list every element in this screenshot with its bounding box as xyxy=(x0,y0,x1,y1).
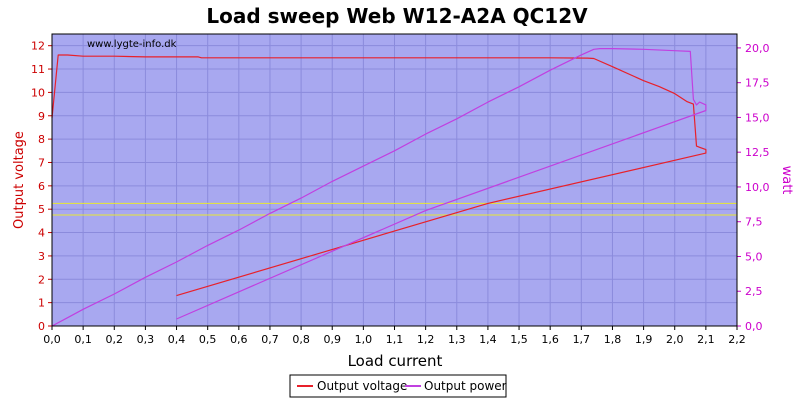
y2-tick-label-6: 15,0 xyxy=(745,111,770,124)
y-tick-label-9: 9 xyxy=(38,110,45,123)
y2-tick-label-0: 0,0 xyxy=(745,320,763,333)
x-tick-label-19: 1,9 xyxy=(635,333,653,346)
y2-axis-label: watt xyxy=(779,166,794,195)
y-tick-label-4: 4 xyxy=(38,227,45,240)
legend-label-power: Output power xyxy=(424,379,507,393)
x-tick-label-3: 0,3 xyxy=(137,333,155,346)
legend-box xyxy=(289,374,507,398)
plot-frame xyxy=(51,33,738,327)
y-tick-label-0: 0 xyxy=(38,320,45,333)
y-tick-label-6: 6 xyxy=(38,180,45,193)
series-line-0 xyxy=(51,54,707,297)
x-tick-label-18: 1,8 xyxy=(604,333,622,346)
x-tick-label-7: 0,7 xyxy=(261,333,279,346)
x-tick-label-15: 1,5 xyxy=(510,333,528,346)
y2-tick-label-8: 20,0 xyxy=(745,42,770,55)
legend: Output voltage Output power xyxy=(289,374,507,398)
x-tick-label-16: 1,6 xyxy=(541,333,559,346)
y2-axis-ticks: 0,0 2,5 5,0 7,5 10,0 12,5 15,0 17,5 20,0 xyxy=(737,42,770,333)
x-tick-label-22: 2,2 xyxy=(728,333,746,346)
x-tick-label-11: 1,1 xyxy=(386,333,404,346)
x-tick-label-9: 0,9 xyxy=(323,333,341,346)
chart-title: Load sweep Web W12-A2A QC12V xyxy=(206,4,588,28)
y-tick-label-1: 1 xyxy=(38,297,45,310)
x-tick-label-5: 0,5 xyxy=(199,333,217,346)
y-tick-label-2: 2 xyxy=(38,273,45,286)
series-line-1 xyxy=(51,47,707,327)
x-tick-label-4: 0,4 xyxy=(168,333,186,346)
x-tick-label-21: 2,1 xyxy=(697,333,715,346)
watermark: www.lygte-info.dk xyxy=(87,39,177,50)
x-axis-label: Load current xyxy=(348,352,443,370)
y2-tick-label-3: 7,5 xyxy=(745,216,763,229)
x-tick-label-10: 1,0 xyxy=(355,333,373,346)
y-tick-label-12: 12 xyxy=(31,40,45,53)
x-tick-label-20: 2,0 xyxy=(666,333,684,346)
reference-lines xyxy=(52,202,737,216)
y-tick-label-7: 7 xyxy=(38,156,45,169)
y2-tick-label-1: 2,5 xyxy=(745,285,763,298)
y-tick-label-3: 3 xyxy=(38,250,45,263)
y-tick-label-8: 8 xyxy=(38,133,45,146)
x-tick-label-0: 0,0 xyxy=(43,333,61,346)
y2-tick-label-2: 5,0 xyxy=(745,250,763,263)
x-tick-label-1: 0,1 xyxy=(74,333,92,346)
x-tick-label-8: 0,8 xyxy=(292,333,310,346)
x-tick-label-14: 1,4 xyxy=(479,333,497,346)
y2-tick-label-7: 17,5 xyxy=(745,77,770,90)
x-tick-label-17: 1,7 xyxy=(573,333,591,346)
x-tick-label-13: 1,3 xyxy=(448,333,466,346)
y-tick-label-5: 5 xyxy=(38,203,45,216)
x-tick-label-12: 1,2 xyxy=(417,333,435,346)
y-tick-label-11: 11 xyxy=(31,63,45,76)
x-tick-label-2: 0,2 xyxy=(106,333,124,346)
x-axis-ticks: 0,0 0,1 0,2 0,3 0,4 0,5 0,6 0,7 0,8 0,9 1,0 1,1 1,2 1… xyxy=(43,326,746,346)
y2-tick-label-5: 12,5 xyxy=(745,146,770,159)
series-layer xyxy=(51,47,707,327)
legend-label-voltage: Output voltage xyxy=(317,379,407,393)
y2-tick-label-4: 10,0 xyxy=(745,181,770,194)
y-axis-label: Output voltage xyxy=(12,131,27,229)
x-tick-label-6: 0,6 xyxy=(230,333,248,346)
y-tick-label-10: 10 xyxy=(31,86,45,99)
